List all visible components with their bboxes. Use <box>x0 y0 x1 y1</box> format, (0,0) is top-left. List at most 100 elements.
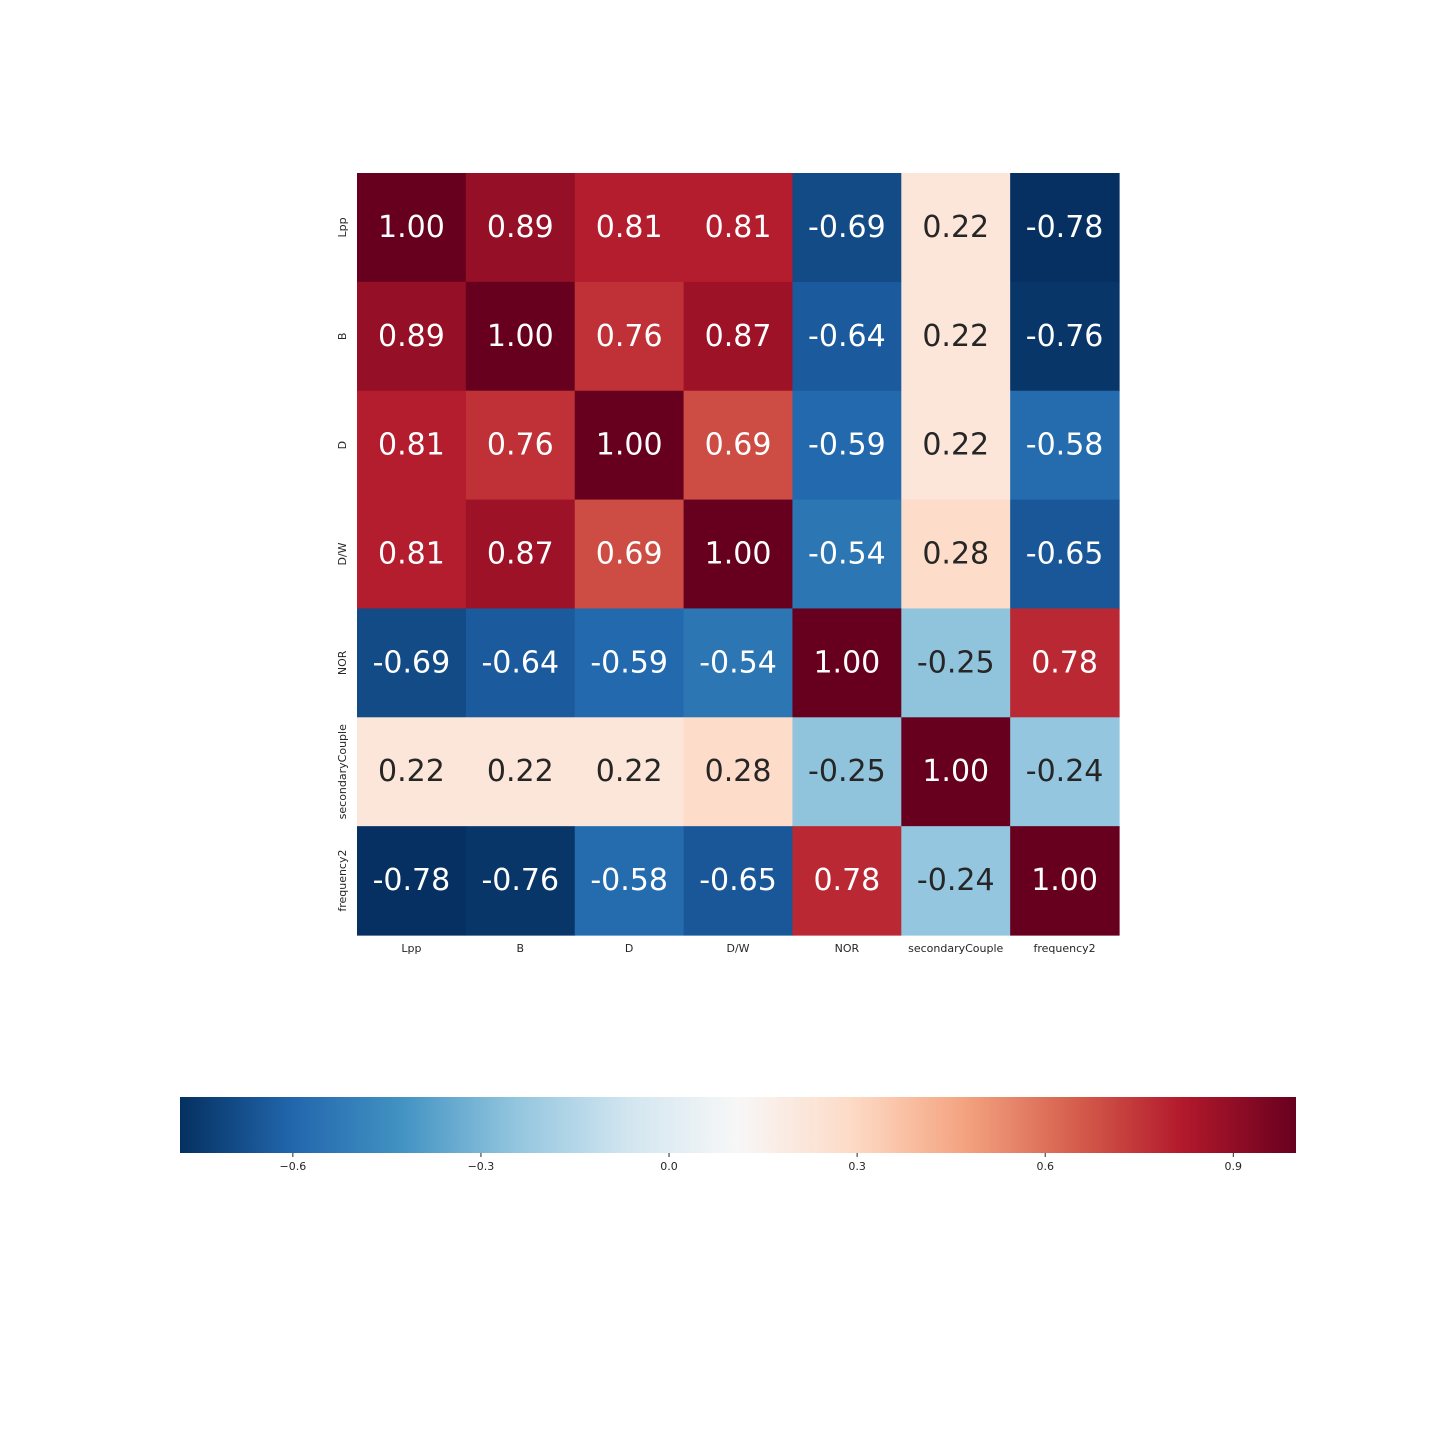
colorbar-tick-label: 0.3 <box>848 1160 866 1173</box>
cell-value-label: -0.65 <box>699 863 777 898</box>
heatmap-cell <box>1010 608 1120 718</box>
x-tick-label: B <box>517 942 525 955</box>
heatmap-cell <box>574 390 685 501</box>
cell-value-label: 0.81 <box>378 428 445 463</box>
x-tick-label: secondaryCouple <box>908 942 1003 955</box>
heatmap-cell <box>683 390 794 501</box>
x-tick-label: D <box>625 942 633 955</box>
cell-value-label: -0.54 <box>699 645 777 680</box>
heatmap-cell <box>792 173 902 283</box>
heatmap-cell <box>901 390 1011 501</box>
y-tick-label: D/W <box>336 542 349 565</box>
heatmap-cell <box>465 499 576 610</box>
cell-value-label: -0.59 <box>808 428 886 463</box>
colorbar-tick-label: 0.6 <box>1036 1160 1054 1173</box>
cell-value-label: 0.28 <box>705 754 772 789</box>
heatmap-cell <box>792 608 902 718</box>
cell-value-label: -0.69 <box>808 210 886 245</box>
cell-value-label: 0.87 <box>705 319 772 354</box>
heatmap-cell <box>574 826 685 936</box>
cell-value-label: 0.81 <box>596 210 663 245</box>
y-tick-label: secondaryCouple <box>336 724 349 819</box>
cell-value-label: -0.58 <box>1026 428 1104 463</box>
colorbar-tick-label: −0.6 <box>279 1160 306 1173</box>
heatmap-cell <box>792 281 902 392</box>
heatmap-cell <box>1010 499 1120 610</box>
heatmap-cell <box>683 826 794 936</box>
colorbar-tick-label: 0.0 <box>660 1160 678 1173</box>
colorbar <box>180 1097 1296 1153</box>
heatmap-cell <box>1010 826 1120 936</box>
heatmap-cell <box>357 717 467 827</box>
heatmap-cell <box>357 390 467 501</box>
cell-value-label: -0.64 <box>808 319 886 354</box>
cell-value-label: 0.78 <box>813 863 880 898</box>
cell-value-label: 0.22 <box>922 319 989 354</box>
cell-value-label: -0.76 <box>481 863 559 898</box>
heatmap-cell <box>901 499 1011 610</box>
y-tick-label: NOR <box>336 650 349 675</box>
x-axis-tick-labels: Lpp B D D/W NOR secondaryCouple frequency2 <box>401 942 1095 955</box>
y-tick-label: Lpp <box>336 217 349 237</box>
cell-value-label: 0.78 <box>1031 645 1098 680</box>
cell-value-label: 0.22 <box>596 754 663 789</box>
heatmap-cell <box>465 608 576 718</box>
heatmap-cell <box>683 499 794 610</box>
cell-value-label: 1.00 <box>596 428 663 463</box>
cell-value-label: 0.76 <box>487 428 554 463</box>
x-tick-label: NOR <box>835 942 860 955</box>
cell-value-label: 1.00 <box>1031 863 1098 898</box>
colorbar-tick-label: −0.3 <box>468 1160 495 1173</box>
cell-value-label: -0.64 <box>481 645 559 680</box>
heatmap-cell <box>792 390 902 501</box>
cell-value-label: 0.76 <box>596 319 663 354</box>
heatmap-cell <box>1010 281 1120 392</box>
cell-value-label: -0.76 <box>1026 319 1104 354</box>
cell-value-label: -0.25 <box>808 754 886 789</box>
heatmap-cells: 1.00 0.89 0.81 0.81 -0.69 0.22 -0.78 0.89 1.00 0.… <box>357 173 1120 936</box>
heatmap-cell <box>357 173 467 283</box>
cell-value-label: -0.59 <box>590 645 668 680</box>
cell-value-label: -0.24 <box>1026 754 1104 789</box>
heatmap-cell <box>901 173 1011 283</box>
heatmap-cell <box>1010 173 1120 283</box>
cell-value-label: -0.78 <box>1026 210 1104 245</box>
heatmap-cell <box>792 717 902 827</box>
cell-value-label: 0.81 <box>705 210 772 245</box>
cell-value-label: 0.89 <box>378 319 445 354</box>
cell-value-label: 0.22 <box>922 210 989 245</box>
cell-value-label: 0.69 <box>596 537 663 572</box>
cell-value-label: -0.65 <box>1026 537 1104 572</box>
cell-value-label: 1.00 <box>922 754 989 789</box>
colorbar-tick-label: 0.9 <box>1225 1160 1243 1173</box>
cell-value-label: 1.00 <box>487 319 554 354</box>
cell-value-label: 1.00 <box>705 537 772 572</box>
heatmap-cell <box>683 173 794 283</box>
x-tick-label: D/W <box>726 942 749 955</box>
cell-value-label: 0.81 <box>378 537 445 572</box>
heatmap-cell <box>792 826 902 936</box>
cell-value-label: 0.22 <box>378 754 445 789</box>
cell-value-label: 1.00 <box>813 645 880 680</box>
y-tick-label: frequency2 <box>336 850 349 912</box>
heatmap-cell <box>574 173 685 283</box>
x-tick-label: Lpp <box>401 942 421 955</box>
heatmap-cell <box>574 281 685 392</box>
heatmap-cell <box>901 826 1011 936</box>
heatmap-cell <box>683 717 794 827</box>
cell-value-label: 0.28 <box>922 537 989 572</box>
heatmap-cell <box>465 173 576 283</box>
heatmap-cell <box>683 608 794 718</box>
cell-value-label: -0.69 <box>373 645 451 680</box>
cell-value-label: -0.24 <box>917 863 995 898</box>
heatmap-cell <box>1010 390 1120 501</box>
heatmap-cell <box>1010 717 1120 827</box>
y-axis-tick-labels: Lpp B D D/W NOR secondaryCouple frequency2 <box>336 217 349 911</box>
colorbar-ticks: −0.6 −0.3 0.0 0.3 0.6 0.9 <box>279 1153 1242 1173</box>
heatmap-cell <box>357 499 467 610</box>
cell-value-label: 0.89 <box>487 210 554 245</box>
heatmap-cell <box>574 608 685 718</box>
heatmap-cell <box>357 826 467 936</box>
heatmap-cell <box>683 281 794 392</box>
